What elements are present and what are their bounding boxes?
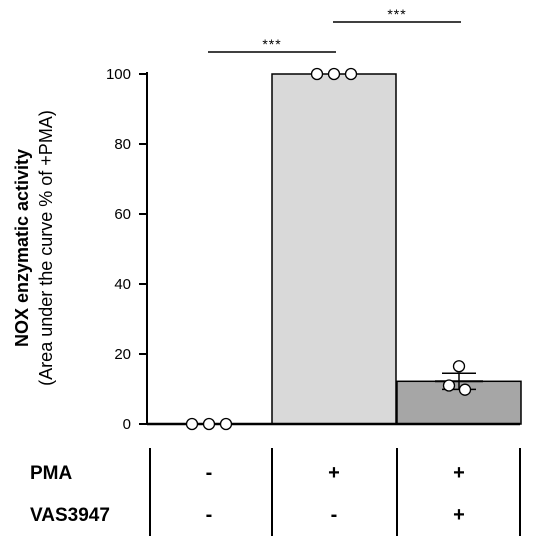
- condition-table: PMA - + + VAS3947 - - +: [30, 448, 521, 536]
- condition-label: PMA: [30, 463, 73, 484]
- data-point: [185, 417, 199, 431]
- y-axis: 0 20 40 60 80 100: [106, 66, 148, 433]
- data-point: [458, 383, 472, 396]
- data-point: [202, 417, 216, 431]
- data-point: [442, 379, 456, 392]
- significance-label: ***: [262, 36, 281, 52]
- condition-value: -: [206, 504, 213, 526]
- bars: [147, 73, 522, 426]
- data-point: [344, 67, 358, 81]
- data-point: [327, 67, 341, 81]
- data-point: [219, 417, 233, 431]
- condition-value: -: [206, 462, 213, 484]
- condition-label: VAS3947: [30, 505, 110, 526]
- condition-value: -: [331, 504, 338, 526]
- y-tick-label: 80: [114, 136, 131, 153]
- y-axis-title: NOX enzymatic activity (Area under the c…: [12, 110, 56, 386]
- y-axis-label: NOX enzymatic activity: [12, 149, 32, 347]
- condition-value: +: [453, 462, 465, 484]
- y-tick-label: 100: [106, 66, 131, 83]
- y-tick-label: 20: [114, 346, 131, 363]
- condition-value: +: [453, 504, 465, 526]
- significance-label: ***: [387, 6, 406, 22]
- y-axis-sublabel: (Area under the curve % of +PMA): [36, 110, 56, 386]
- significance-brackets: *** ***: [208, 6, 461, 53]
- y-tick-label: 40: [114, 276, 131, 293]
- y-tick-label: 0: [123, 416, 131, 433]
- data-point: [452, 360, 466, 373]
- data-points: [185, 67, 472, 431]
- y-tick-label: 60: [114, 206, 131, 223]
- condition-value: +: [328, 462, 340, 484]
- data-point: [310, 67, 324, 81]
- bar: [271, 73, 397, 425]
